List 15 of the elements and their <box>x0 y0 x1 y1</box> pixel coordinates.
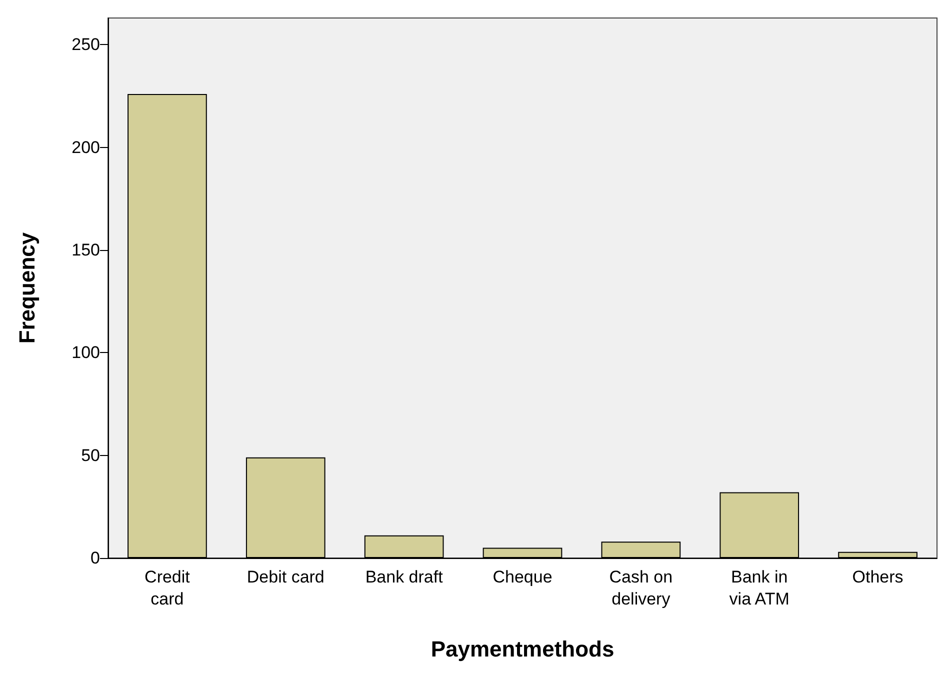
y-tick-label: 250 <box>72 35 100 54</box>
y-tick-label: 200 <box>72 138 100 157</box>
x-tick-label: Credit card <box>144 568 190 608</box>
x-tick-label: Bank in via ATM <box>729 568 790 608</box>
x-tick-label: Bank draft <box>365 568 444 586</box>
y-tick-label: 150 <box>72 240 100 260</box>
x-tick-label: Others <box>852 568 904 586</box>
y-axis-title: Frequency <box>14 232 40 344</box>
y-tick-label: 0 <box>90 548 100 568</box>
y-tick-label: 100 <box>72 343 100 362</box>
y-tick-label: 50 <box>81 446 100 465</box>
x-tick-label: Cash on delivery <box>609 568 673 608</box>
x-axis-title: Paymentmethods <box>430 636 614 662</box>
x-tick-label: Cheque <box>492 568 552 586</box>
x-tick-label: Debit card <box>246 568 324 586</box>
